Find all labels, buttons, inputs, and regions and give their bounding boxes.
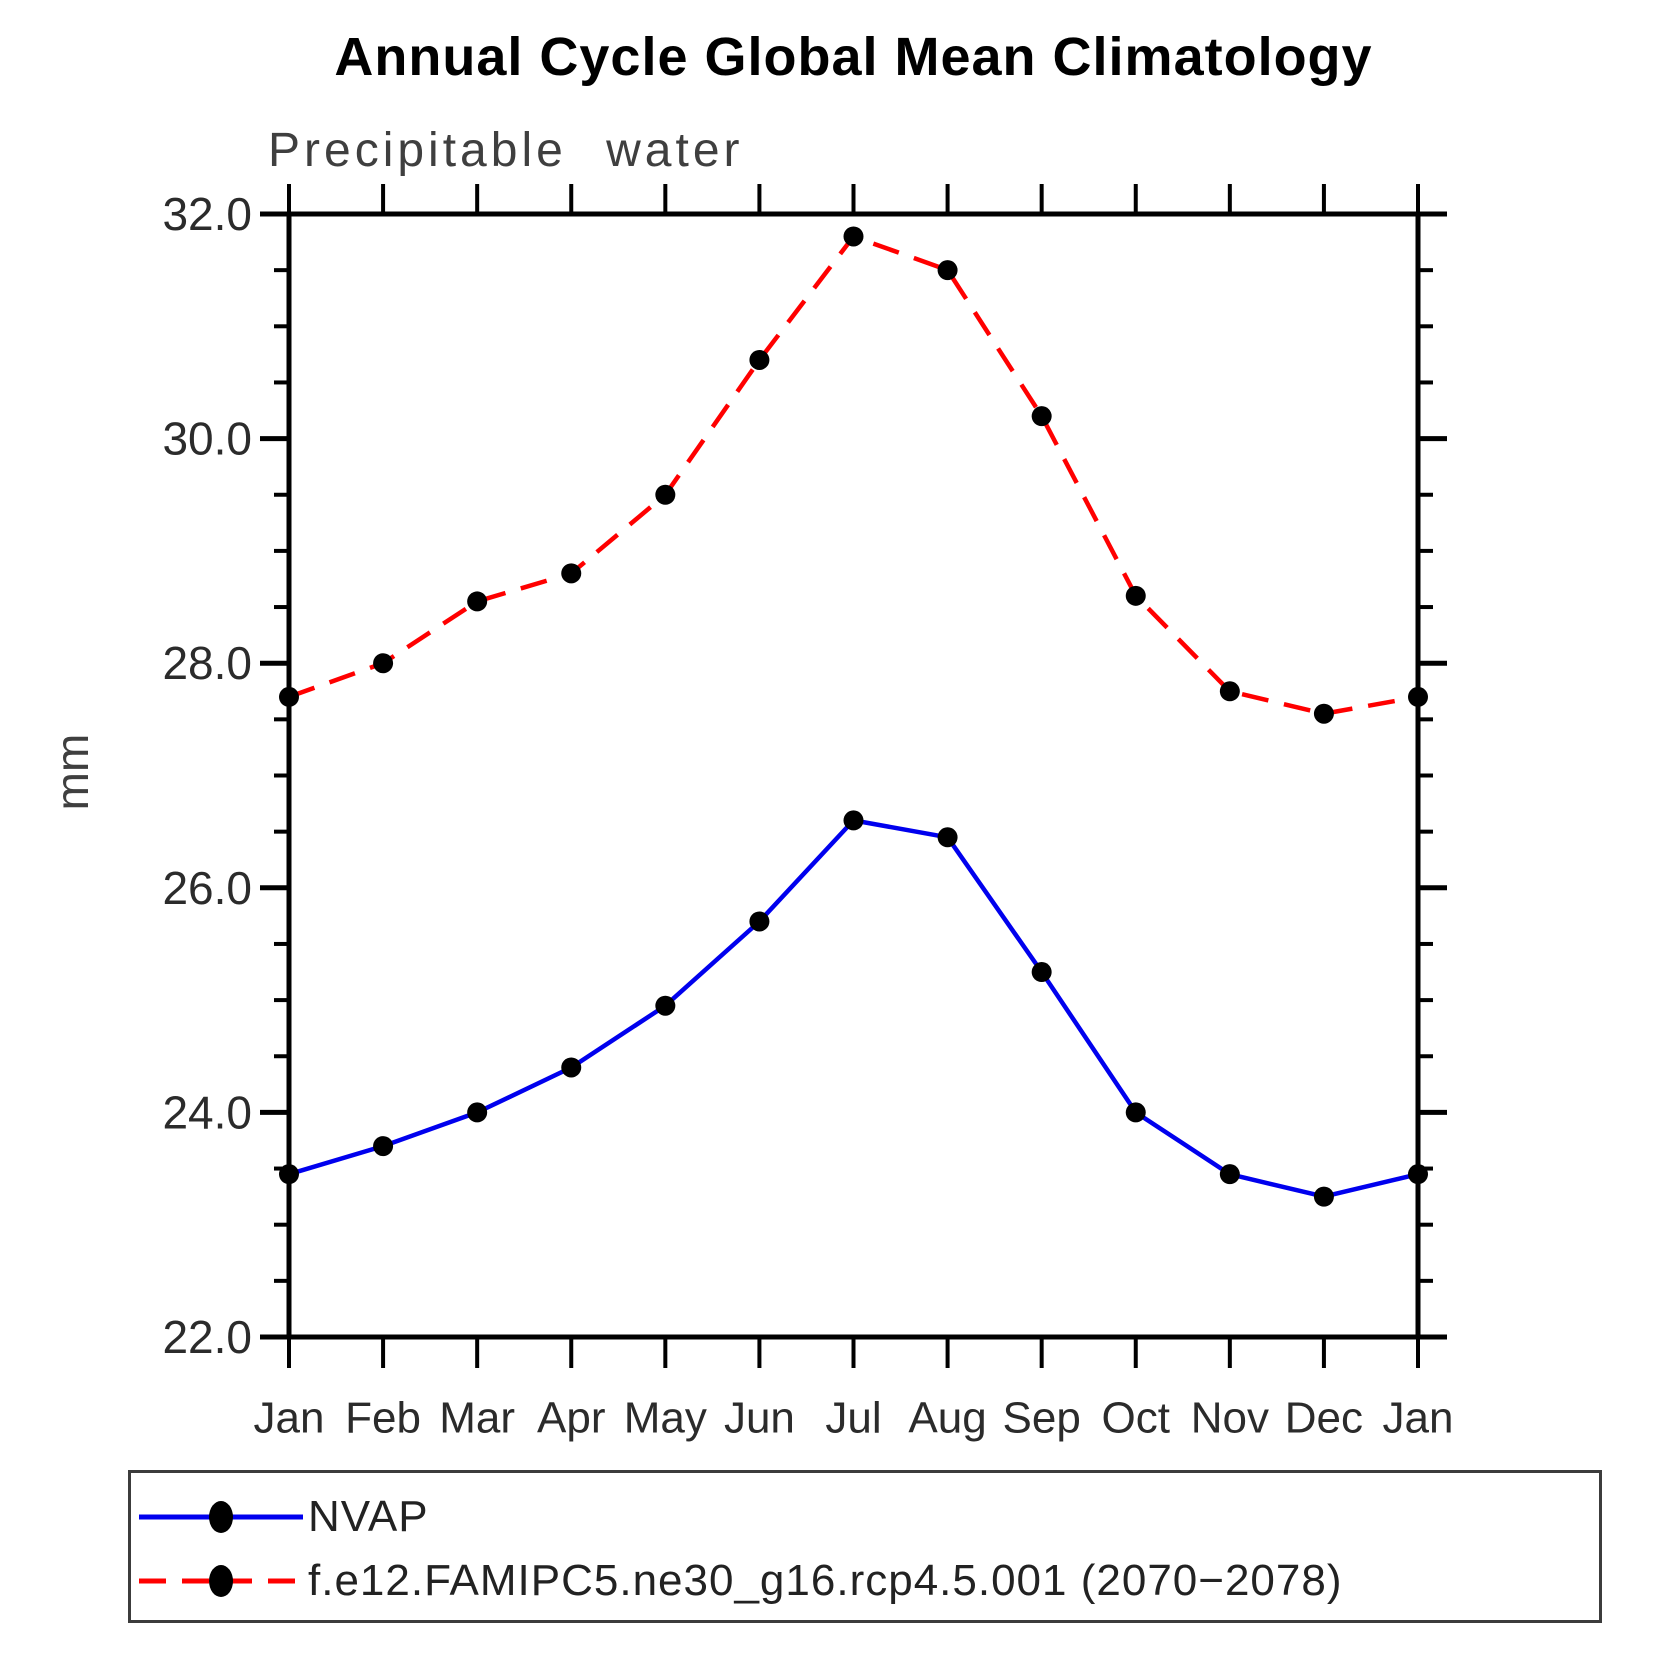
- x-tick-label-apr-3: Apr: [537, 1394, 605, 1443]
- legend-marker-dot: [209, 1565, 233, 1597]
- x-tick-label-dec-11: Dec: [1285, 1394, 1363, 1443]
- y-tick-label-24.0: 24.0: [162, 1086, 252, 1138]
- x-tick-label-oct-9: Oct: [1102, 1394, 1170, 1443]
- x-tick-label-aug-7: Aug: [908, 1394, 986, 1443]
- y-tick-label-32.0: 32.0: [162, 188, 252, 240]
- legend-box: NVAP f.e12.FAMIPC5.ne30_g16.rcp4.5.001 (…: [128, 1470, 1602, 1623]
- chart-title: Annual Cycle Global Mean Climatology: [334, 27, 1373, 87]
- legend-marker-dot: [209, 1501, 233, 1533]
- data-point-0-jun-5: [749, 911, 770, 932]
- series-line-1: [288, 234, 1419, 716]
- data-point-0-feb-1: [373, 1136, 394, 1157]
- x-tick-label-mar-2: Mar: [439, 1394, 515, 1443]
- data-point-0-oct-9: [1125, 1102, 1146, 1123]
- data-point-0-dec-11: [1313, 1186, 1334, 1207]
- plot-frame: [286, 211, 1421, 1340]
- y-tick-label-22.0: 22.0: [162, 1311, 252, 1363]
- data-point-0-jul-6: [843, 810, 864, 831]
- data-point-1-sep-8: [1031, 406, 1052, 427]
- x-tick-label-may-4: May: [624, 1394, 707, 1443]
- data-point-1-feb-1: [373, 653, 394, 674]
- x-tick-label-jan-0: Jan: [254, 1394, 325, 1443]
- x-tick-label-jul-6: Jul: [825, 1394, 881, 1443]
- legend-label-model: f.e12.FAMIPC5.ne30_g16.rcp4.5.001 (2070−…: [308, 1556, 1343, 1605]
- x-tick-label-jan-12: Jan: [1383, 1394, 1454, 1443]
- data-point-0-may-4: [655, 995, 676, 1016]
- data-point-0-nov-10: [1219, 1164, 1240, 1185]
- y-axis-label: mm: [46, 734, 98, 811]
- data-point-1-may-4: [655, 484, 676, 505]
- legend-label-nvap: NVAP: [308, 1492, 429, 1541]
- legend-item-nvap: NVAP: [136, 1487, 429, 1547]
- data-point-1-aug-7: [937, 260, 958, 281]
- x-tick-label-sep-8: Sep: [1003, 1394, 1081, 1443]
- data-point-0-jan-0: [279, 1164, 299, 1185]
- data-point-0-aug-7: [937, 827, 958, 848]
- data-point-0-jan-12: [1408, 1164, 1428, 1185]
- data-point-1-apr-3: [561, 563, 582, 584]
- data-point-1-dec-11: [1313, 703, 1334, 724]
- legend-item-model: f.e12.FAMIPC5.ne30_g16.rcp4.5.001 (2070−…: [136, 1551, 1342, 1611]
- data-point-0-apr-3: [561, 1057, 582, 1078]
- data-point-1-jan-0: [279, 686, 299, 707]
- data-point-1-jul-6: [843, 226, 864, 247]
- data-point-1-nov-10: [1219, 681, 1240, 702]
- x-tick-label-feb-1: Feb: [345, 1394, 421, 1443]
- data-point-1-mar-2: [467, 591, 488, 612]
- chart-subtitle: Precipitable water: [268, 124, 744, 177]
- data-point-1-jan-12: [1408, 686, 1428, 707]
- y-tick-label-26.0: 26.0: [162, 862, 252, 914]
- legend-key-solid-line: [139, 1501, 303, 1533]
- x-tick-label-jun-5: Jun: [724, 1394, 795, 1443]
- data-point-1-jun-5: [749, 349, 770, 370]
- y-tick-label-30.0: 30.0: [162, 413, 252, 465]
- x-tick-label-nov-10: Nov: [1191, 1394, 1269, 1443]
- data-point-0-mar-2: [467, 1102, 488, 1123]
- series-line-0: [288, 818, 1419, 1199]
- data-point-0-sep-8: [1031, 962, 1052, 983]
- y-tick-label-28.0: 28.0: [162, 637, 252, 689]
- data-point-1-oct-9: [1125, 585, 1146, 606]
- legend-key-dashed-line: [139, 1565, 303, 1597]
